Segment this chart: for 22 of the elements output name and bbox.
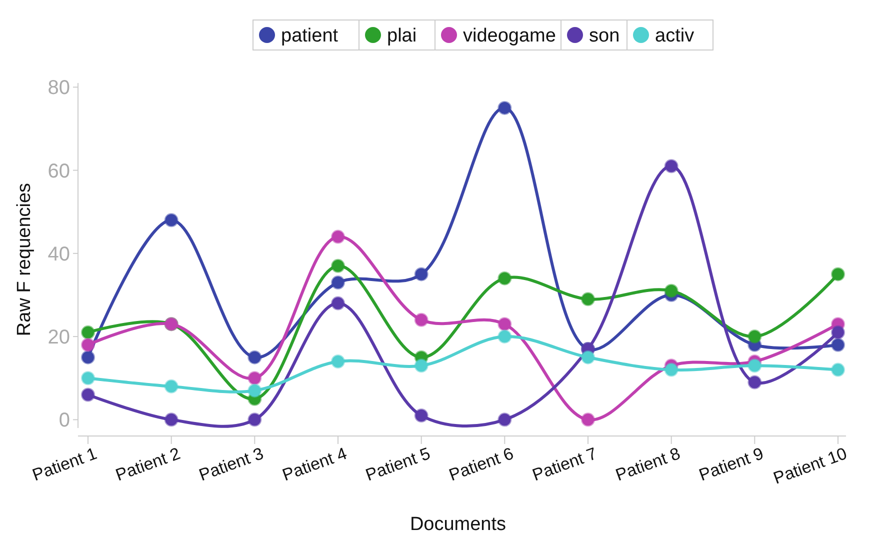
legend-label: son: [589, 26, 620, 47]
x-tick-label: Patient 4: [280, 444, 350, 485]
legend-label: plai: [387, 26, 417, 47]
y-tick-label: 60: [48, 160, 70, 182]
y-tick-label: 80: [48, 77, 70, 100]
y-tick-label: 40: [48, 243, 70, 266]
x-tick-label: Patient 3: [196, 444, 266, 485]
x-tick-label: Patient 9: [696, 444, 766, 485]
x-tick-label: Patient 2: [113, 444, 183, 485]
y-tick-label: 0: [58, 410, 70, 432]
y-tick-label: 20: [48, 326, 70, 349]
legend-label: patient: [281, 26, 339, 47]
x-tick-label: Patient 10: [770, 444, 850, 488]
x-axis-title: Documents: [410, 514, 506, 535]
x-tick-label: Patient 6: [446, 444, 516, 485]
y-axis-title: Raw F requencies: [14, 182, 35, 336]
x-tick-label: Patient 7: [530, 444, 600, 485]
legend-label: videogame: [463, 26, 556, 47]
x-tick-label: Patient 5: [363, 444, 433, 485]
x-tick-label: Patient 1: [30, 444, 100, 485]
legend-label: activ: [655, 26, 695, 47]
x-tick-label: Patient 8: [613, 444, 683, 485]
